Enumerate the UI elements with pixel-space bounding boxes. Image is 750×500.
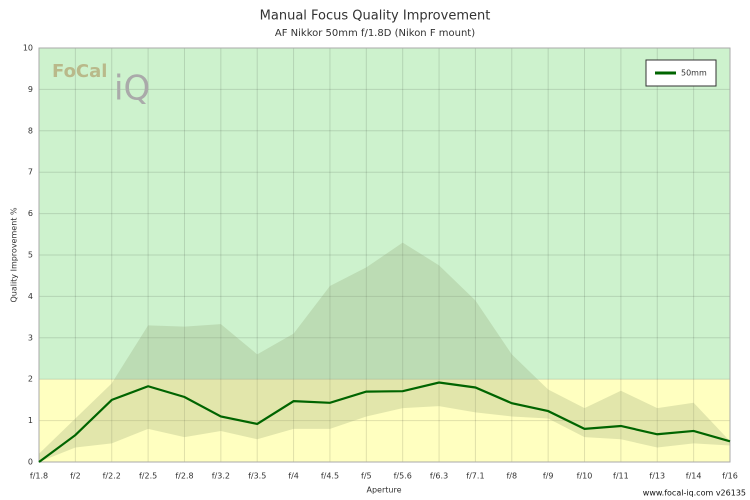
legend: 50mm <box>645 59 717 87</box>
zone <box>39 379 730 462</box>
chart-subtitle: AF Nikkor 50mm f/1.8D (Nikon F mount) <box>275 28 475 39</box>
series-line <box>38 381 731 463</box>
y-tick-label: 0 <box>28 458 33 467</box>
x-tick-label: f/9 <box>543 472 554 481</box>
x-tick-label: f/4 <box>288 472 299 481</box>
x-tick-label: f/6.3 <box>430 472 448 481</box>
x-tick-label: f/11 <box>613 472 629 481</box>
y-tick-label: 6 <box>28 209 33 218</box>
x-tick-label: f/5 <box>361 472 372 481</box>
y-tick-label: 4 <box>28 292 33 301</box>
x-tick-label: f/16 <box>722 472 738 481</box>
plot-border <box>38 47 731 463</box>
footer: www.focal-iq.com v26135 <box>643 489 746 498</box>
x-tick-label: f/2.5 <box>139 472 157 481</box>
x-tick-label: f/4.5 <box>321 472 339 481</box>
y-tick-label: 5 <box>28 251 33 260</box>
x-tick-label: f/5.6 <box>394 472 412 481</box>
x-tick-label: f/1.8 <box>30 472 48 481</box>
x-tick-label: f/2 <box>70 472 81 481</box>
x-tick-label: f/8 <box>506 472 517 481</box>
x-tick-label: f/3.5 <box>248 472 266 481</box>
y-tick-label: 9 <box>28 85 33 94</box>
x-tick-label: f/2.2 <box>103 472 121 481</box>
chart-title: Manual Focus Quality Improvement <box>260 9 491 24</box>
y-tick-label: 8 <box>28 126 33 135</box>
y-tick-label: 3 <box>28 333 33 342</box>
range-band <box>39 242 730 462</box>
x-tick-label: f/10 <box>577 472 593 481</box>
y-tick-label: 7 <box>28 168 33 177</box>
x-tick-label: f/14 <box>686 472 702 481</box>
y-tick-label: 1 <box>28 416 33 425</box>
legend-label: 50mm <box>681 69 707 78</box>
x-axis-label: Aperture <box>366 486 401 495</box>
y-axis-label: Quality Improvement % <box>10 207 19 302</box>
logo: iQ <box>114 69 150 109</box>
zone <box>39 48 730 380</box>
x-tick-label: f/13 <box>649 472 665 481</box>
y-tick-label: 10 <box>23 44 33 53</box>
y-tick-label: 2 <box>28 375 33 384</box>
x-tick-label: f/2.8 <box>175 472 193 481</box>
logo: FoCal <box>52 61 107 82</box>
x-tick-label: f/3.2 <box>212 472 230 481</box>
x-tick-label: f/7.1 <box>466 472 484 481</box>
